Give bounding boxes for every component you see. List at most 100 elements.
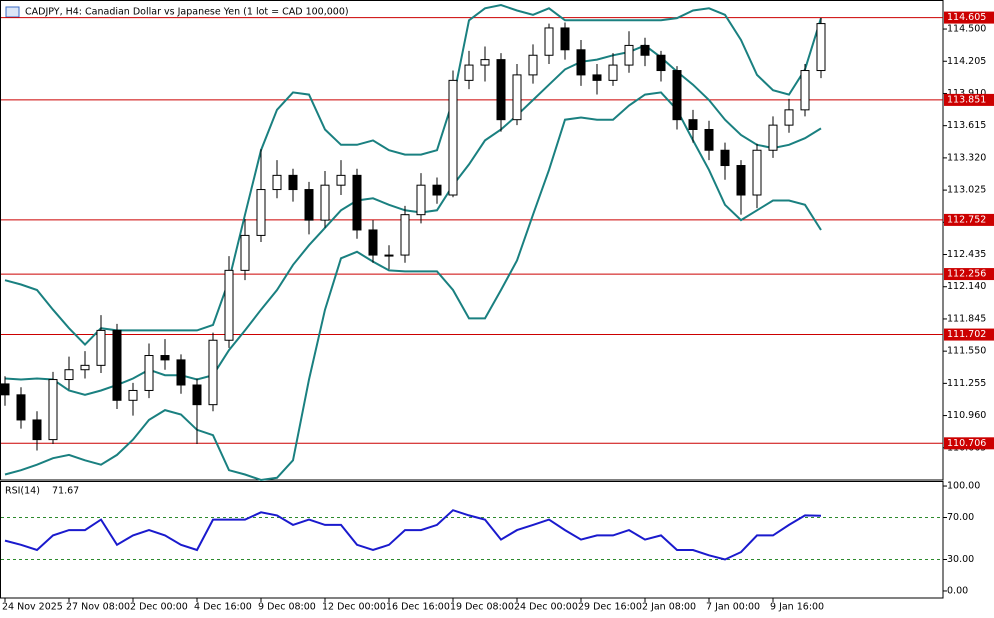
y-tick-label: 0.00 <box>947 585 968 596</box>
rsi-title: RSI(14) <box>5 486 40 497</box>
candle-body <box>64 369 74 381</box>
x-tick-label: 2 Jan 08:00 <box>642 602 696 613</box>
x-tick-label: 9 Dec 08:00 <box>258 602 316 613</box>
y-tick-label: 114.205 <box>947 56 986 67</box>
candle-body <box>800 70 810 111</box>
x-tick-label: 24 Dec 00:00 <box>514 602 578 613</box>
price-level-box <box>944 213 994 226</box>
y-tick-label: 70.00 <box>947 512 974 523</box>
candle-body <box>208 339 218 406</box>
candle-body <box>416 184 426 216</box>
price-level-box <box>944 93 994 106</box>
candle-body <box>784 109 794 126</box>
candle-body <box>432 184 442 196</box>
price-level-label: 112.256 <box>947 269 986 280</box>
candle-body <box>48 379 58 441</box>
candle-body <box>320 184 330 221</box>
candle-body <box>496 59 506 121</box>
candle-body <box>720 149 730 167</box>
candle-body <box>768 124 778 151</box>
bollinger-upper <box>4 3 822 347</box>
candle-body <box>592 74 602 81</box>
price-level-box <box>944 328 994 341</box>
candle-body <box>144 355 154 391</box>
price-level-box <box>944 11 994 24</box>
x-tick-label: 12 Dec 00:00 <box>322 602 386 613</box>
x-tick-label: 19 Dec 08:00 <box>450 602 514 613</box>
candle-body <box>816 23 826 72</box>
candle-body <box>400 214 410 256</box>
y-tick-label: 111.845 <box>947 313 986 324</box>
price-level-label: 112.752 <box>947 214 986 225</box>
price-level-label: 110.706 <box>947 438 986 449</box>
candle-body <box>352 174 362 231</box>
candle-body <box>304 189 314 221</box>
candle-body <box>576 49 586 76</box>
candle-body <box>368 229 378 256</box>
price-level-label: 114.605 <box>947 12 986 23</box>
candle-body <box>752 149 762 196</box>
candle-body <box>128 389 138 401</box>
y-tick-label: 30.00 <box>947 554 974 565</box>
rsi-panel-frame <box>0 481 944 599</box>
candle-body <box>704 128 714 151</box>
price-level-box <box>944 437 994 450</box>
price-level-label: 111.702 <box>947 329 986 340</box>
y-tick-label: 112.140 <box>947 281 986 292</box>
candle-body <box>560 27 570 51</box>
candle-body <box>336 174 346 186</box>
price-level-label: 113.851 <box>947 94 986 105</box>
candle-body <box>608 64 618 81</box>
candle-body <box>112 329 122 401</box>
y-tick-label: 112.435 <box>947 249 986 260</box>
x-tick-label: 7 Jan 00:00 <box>706 602 760 613</box>
candle-body <box>176 359 186 386</box>
candle-body <box>0 383 10 396</box>
candle-body <box>640 44 650 56</box>
candle-body <box>32 419 42 441</box>
candle-body <box>16 394 26 421</box>
candle-body <box>288 174 298 191</box>
symbol-icon <box>5 6 20 18</box>
price-level-box <box>944 268 994 281</box>
x-tick-label: 9 Jan 16:00 <box>770 602 824 613</box>
candle-body <box>448 79 458 196</box>
y-tick-label: 113.320 <box>947 152 986 163</box>
candle-body <box>256 189 266 236</box>
candle-body <box>656 54 666 72</box>
x-tick-label: 29 Dec 16:00 <box>578 602 642 613</box>
candle-body <box>384 254 394 257</box>
chart-title: CADJPY, H4: Canadian Dollar vs Japanese … <box>25 7 349 18</box>
candle-body <box>672 70 682 121</box>
price-panel-frame <box>0 0 944 481</box>
candle-body <box>544 27 554 56</box>
y-tick-label: 110.960 <box>947 410 986 421</box>
y-tick-label: 113.025 <box>947 185 986 196</box>
x-tick-label: 16 Dec 16:00 <box>386 602 450 613</box>
candle-body <box>736 165 746 196</box>
rsi-current-value: 71.67 <box>52 486 79 497</box>
bollinger-lower <box>4 91 822 482</box>
candle-body <box>688 119 698 130</box>
candle-body <box>240 234 250 271</box>
candle-body <box>528 54 538 76</box>
bollinger-middle <box>4 44 822 396</box>
candle-body <box>192 384 202 406</box>
candle-body <box>464 64 474 81</box>
x-tick-label: 2 Dec 00:00 <box>130 602 188 613</box>
rsi-line <box>4 509 822 561</box>
candle-body <box>96 329 106 366</box>
candle-body <box>80 364 90 371</box>
x-tick-label: 24 Nov 2025 <box>2 602 63 613</box>
candle-body <box>272 174 282 191</box>
y-tick-label: 111.550 <box>947 346 986 357</box>
candle-body <box>480 59 490 66</box>
y-tick-label: 111.255 <box>947 378 986 389</box>
y-tick-label: 113.615 <box>947 120 986 131</box>
x-tick-label: 27 Nov 08:00 <box>66 602 130 613</box>
candle-body <box>512 74 522 121</box>
y-tick-label: 113.910 <box>947 88 986 99</box>
candle-body <box>160 355 170 361</box>
